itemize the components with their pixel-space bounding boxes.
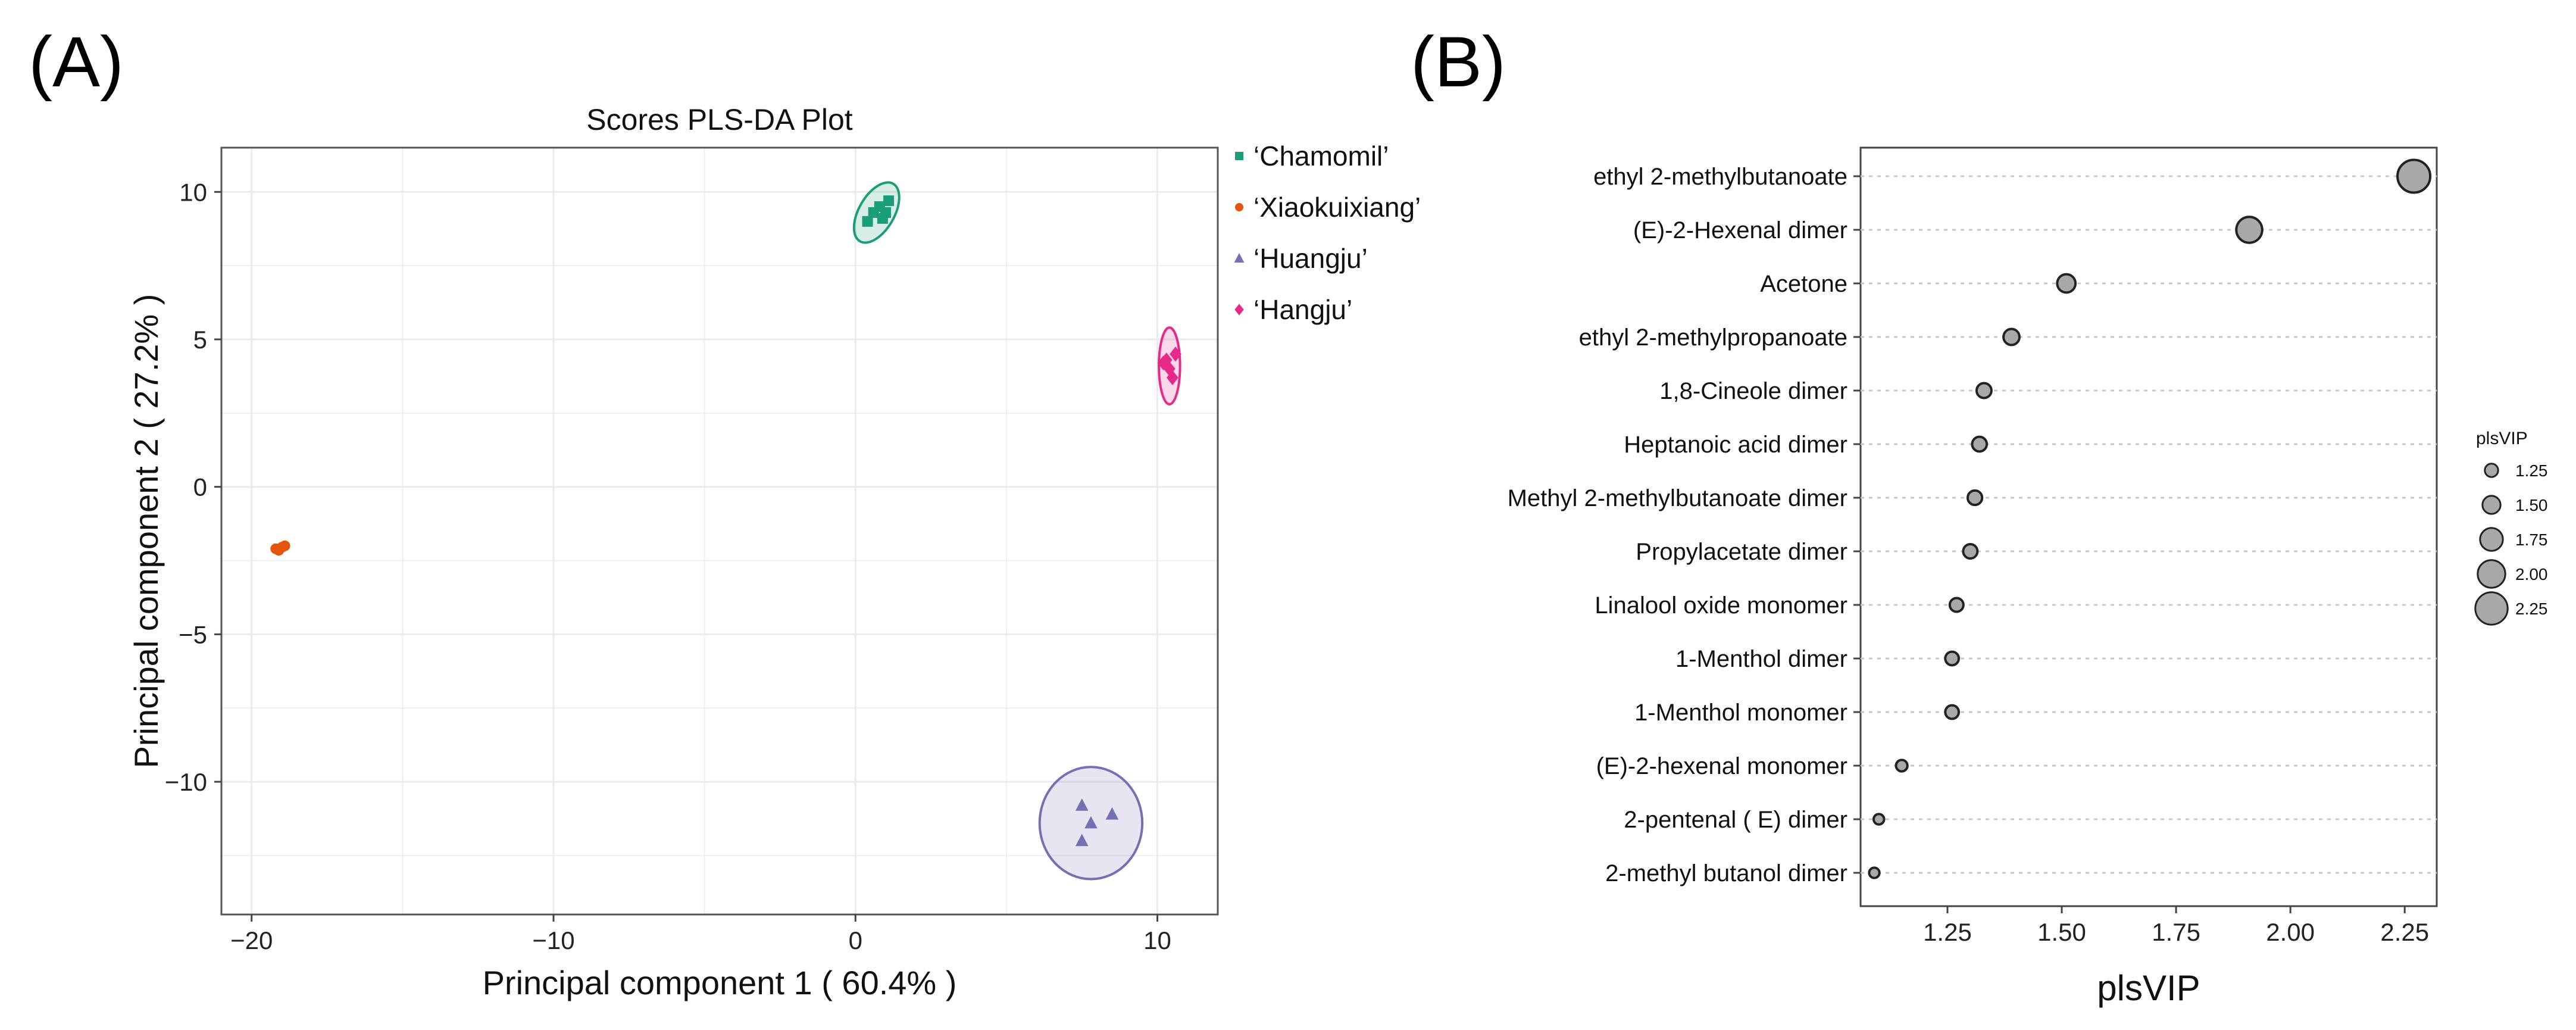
category-label: Linalool oxide monomer: [1595, 592, 1847, 619]
legend-label: ‘Chamomil’: [1253, 141, 1389, 171]
data-point: [1157, 355, 1170, 371]
vip-point: [2002, 327, 2021, 347]
panel-b-label: (B): [1411, 22, 1506, 102]
y-axis-label: Principal component 2 ( 27.2% ): [127, 294, 165, 769]
category-label: 2-pentenal ( E) dimer: [1624, 807, 1847, 833]
y-tick-label: 10: [179, 178, 207, 206]
vip-point: [1944, 650, 1961, 667]
x-tick-label: 0: [849, 926, 862, 954]
legend-key: [2484, 463, 2499, 478]
x-tick-label: −10: [532, 926, 574, 954]
category-label: 1-Menthol dimer: [1675, 646, 1847, 672]
legend-label: 1.25: [2515, 461, 2548, 480]
series-1: [270, 540, 290, 556]
x-tick-label: 10: [1143, 926, 1171, 954]
vip-point: [1971, 435, 1989, 453]
category-label: Methyl 2-methylbutanoate dimer: [1508, 485, 1847, 511]
data-point: [862, 216, 873, 227]
data-point: [273, 545, 285, 556]
vip-point: [1895, 759, 1909, 773]
legend-key: [2479, 527, 2504, 552]
legend-key: [1235, 152, 1243, 160]
pls-da-scores-chart: Scores PLS-DA Plot−20 −10 0 101050−5−10Prin…: [127, 103, 1421, 1001]
legend-label: ‘Huangju’: [1253, 243, 1368, 274]
x-tick-label: −20: [230, 926, 273, 954]
legend-label: 1.75: [2515, 530, 2548, 549]
y-tick-label: −5: [179, 620, 207, 648]
x-axis-label: plsVIP: [2097, 968, 2200, 1008]
vip-dot-chart: ethyl 2-methylbutanoate (E)-2-Hexenal dim…: [1508, 146, 2548, 1008]
legend-key: [2481, 495, 2502, 515]
category-label: ethyl 2-methylbutanoate: [1593, 164, 1847, 190]
chart-title: Scores PLS-DA Plot: [586, 103, 853, 136]
vip-point: [1966, 489, 1984, 507]
category-label: Propylacetate dimer: [1636, 539, 1847, 565]
y-tick-label: −10: [165, 768, 207, 796]
legend-label: 2.25: [2515, 600, 2548, 618]
data-point: [1075, 798, 1089, 811]
category-label: (E)-2-hexenal monomer: [1596, 753, 1847, 779]
legend-key: [1235, 203, 1243, 211]
category-label: Heptanoic acid dimer: [1624, 432, 1847, 458]
legend-label: 2.00: [2515, 565, 2548, 583]
y-tick-label: 0: [193, 473, 207, 501]
plot-border: [220, 146, 1219, 916]
y-tick-label: 5: [193, 326, 207, 354]
data-point: [877, 213, 888, 224]
x-tick-label: 1.50: [2037, 918, 2086, 946]
plot-border: [1859, 146, 2438, 907]
data-point: [1167, 370, 1178, 385]
vip-point: [1944, 704, 1961, 720]
vip-point: [2056, 273, 2077, 294]
vip-point: [2396, 158, 2432, 194]
category-label: 2-methyl butanol dimer: [1605, 860, 1847, 887]
category-label: 1,8-Cineole dimer: [1659, 378, 1847, 404]
x-tick-label: 1.75: [2152, 918, 2200, 946]
legend-label: 1.50: [2515, 496, 2548, 514]
legend-key: [1234, 252, 1245, 263]
legend-label: ‘Hangju’: [1253, 294, 1352, 325]
vip-point: [1872, 813, 1886, 826]
vip-point: [1868, 866, 1881, 879]
category-label: 1-Menthol monomer: [1634, 700, 1847, 726]
data-point: [1075, 834, 1089, 847]
x-axis-label: Principal component 1 ( 60.4% ): [483, 964, 957, 1001]
vip-point: [1948, 597, 1965, 613]
x-tick-label: 1.25: [1923, 918, 1972, 946]
series-0: [852, 181, 901, 244]
x-tick-label: 2.00: [2266, 918, 2315, 946]
panel-a-label: (A): [29, 22, 124, 102]
category-label: ethyl 2-methylpropanoate: [1579, 324, 1847, 351]
data-point: [1170, 347, 1181, 362]
data-point: [1084, 816, 1098, 829]
vip-point: [1962, 543, 1979, 560]
vip-point: [1975, 382, 1993, 399]
x-tick-label: 2.25: [2380, 918, 2429, 946]
data-point: [1105, 807, 1119, 820]
vip-point: [2235, 216, 2264, 244]
series-3: [1157, 326, 1181, 405]
category-label: Acetone: [1760, 271, 1847, 297]
legend-label: ‘Xiaokuixiang’: [1253, 192, 1421, 223]
data-point: [883, 195, 895, 207]
legend-title: plsVIP: [2476, 429, 2528, 448]
category-label: (E)-2-Hexenal dimer: [1633, 217, 1847, 244]
legend-key: [2474, 591, 2509, 626]
legend-key: [2477, 559, 2506, 589]
legend-key: [1234, 304, 1244, 316]
series-2: [1038, 766, 1144, 881]
